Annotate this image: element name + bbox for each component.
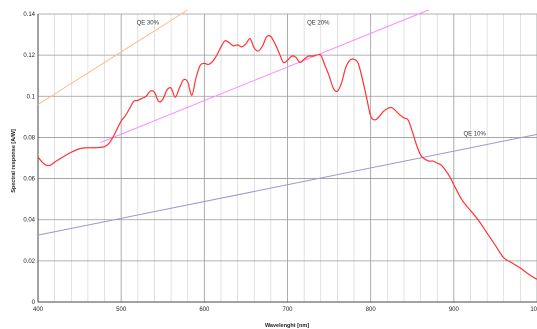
y-tick-label: 0	[32, 300, 36, 306]
chart-annotations: QE 30% QE 20% QE 10%	[137, 20, 487, 137]
spectral-response-line	[37, 35, 537, 280]
x-tick-label: 800	[366, 307, 377, 313]
qe-line-2	[100, 9, 430, 144]
qe-annotation: QE 30%	[137, 20, 160, 26]
y-tick-label: 0.14	[23, 12, 35, 18]
qe-line-1	[37, 9, 188, 105]
y-tick-label: 0.08	[23, 135, 35, 141]
x-tick-label: 900	[449, 307, 460, 313]
y-tick-label: 0.02	[23, 259, 35, 265]
qe-annotation: QE 20%	[307, 20, 330, 26]
y-tick-label: 0.1	[27, 94, 36, 100]
x-axis-label: Wavelenght [nm]	[265, 323, 309, 329]
main-series-group	[37, 35, 537, 280]
qe-line-3	[37, 133, 537, 236]
y-axis-label: Spectral response [A/W]	[11, 129, 17, 193]
x-tick-label: 400	[33, 307, 44, 313]
qe-reference-lines	[37, 9, 537, 236]
x-tick-label: 500	[116, 307, 127, 313]
y-tick-label: 0.06	[23, 177, 35, 183]
chart-grid	[37, 13, 537, 303]
x-tick-label: 600	[199, 307, 210, 313]
qe-annotation: QE 10%	[463, 131, 486, 137]
y-tick-label: 0.04	[23, 218, 35, 224]
y-tick-label: 0.12	[23, 53, 35, 59]
x-tick-label: 700	[282, 307, 293, 313]
